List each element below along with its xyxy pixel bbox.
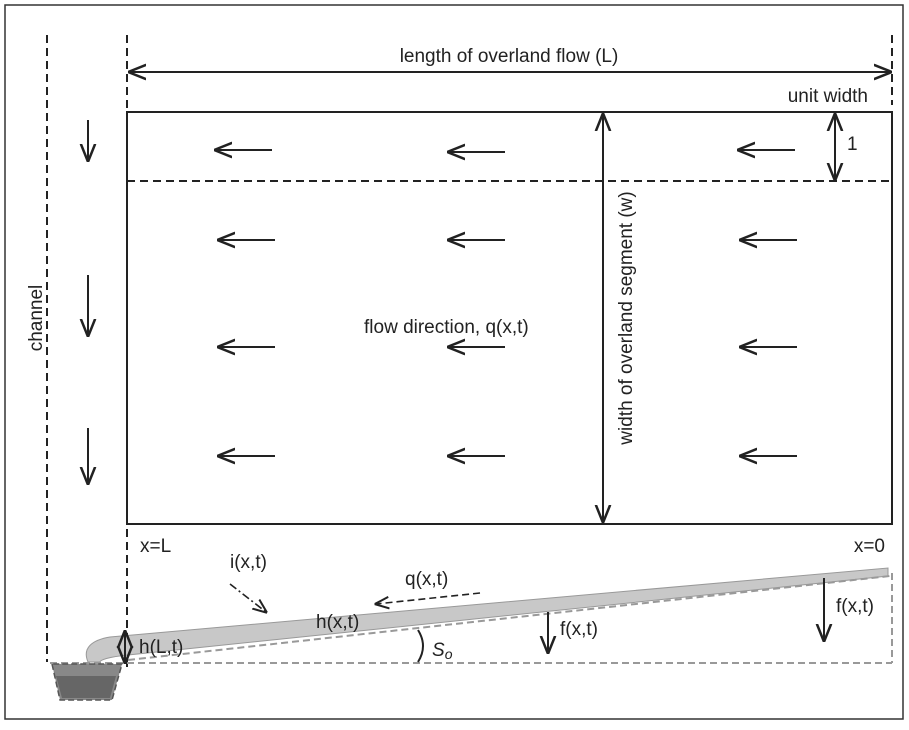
length-label: length of overland flow (L) bbox=[400, 46, 619, 67]
depth-label: h(x,t) bbox=[316, 612, 359, 633]
flow-label: q(x,t) bbox=[405, 569, 448, 590]
slope-symbol: S bbox=[432, 640, 445, 661]
infiltration-label: f(x,t) bbox=[836, 596, 874, 617]
rainfall-label: i(x,t) bbox=[230, 552, 267, 573]
infiltration-label: f(x,t) bbox=[560, 619, 598, 640]
flow-direction-label: flow direction, q(x,t) bbox=[364, 317, 529, 338]
slope-subscript: o bbox=[445, 646, 453, 662]
x-right-label: x=0 bbox=[854, 536, 885, 557]
x-left-label: x=L bbox=[140, 536, 171, 557]
slope-label: So bbox=[432, 640, 453, 662]
unit-value: 1 bbox=[847, 134, 858, 155]
unit-width-label: unit width bbox=[788, 86, 868, 107]
channel-label: channel bbox=[26, 285, 47, 352]
profile-view: i(x,t) q(x,t) h(x,t) h(L,t) f(x,t) f(x,t… bbox=[50, 552, 893, 701]
outlet-depth-label: h(L,t) bbox=[139, 637, 183, 658]
width-label: width of overland segment (w) bbox=[616, 191, 637, 445]
plan-view: length of overland flow (L) unit width 1… bbox=[26, 35, 893, 668]
frame bbox=[4, 4, 904, 720]
